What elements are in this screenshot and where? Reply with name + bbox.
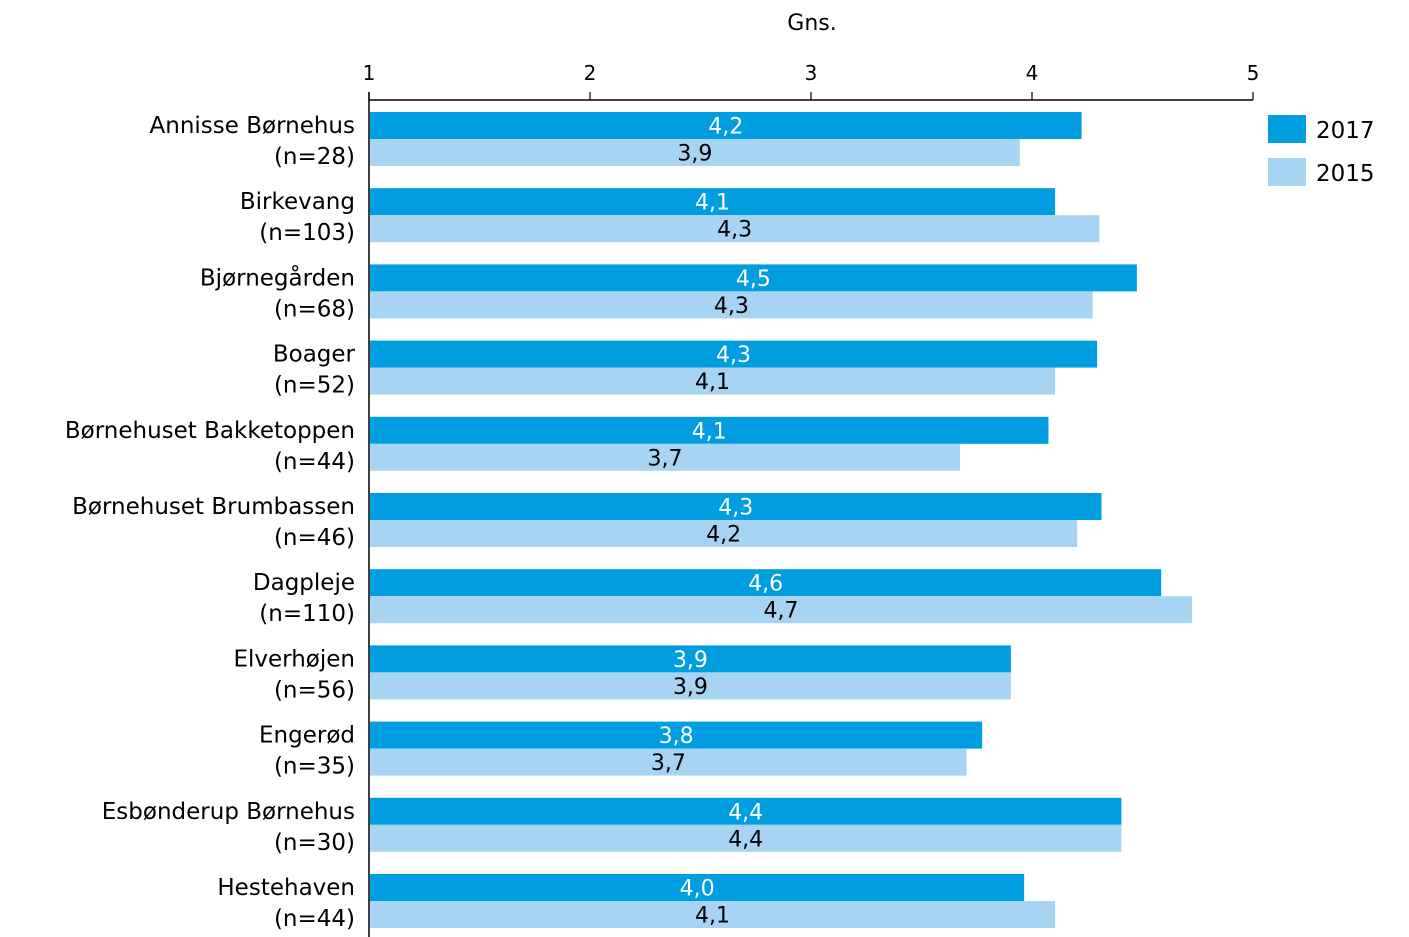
category-n-label: (n=110) [259,601,355,627]
bar-2017 [370,264,1137,292]
bar-2015 [370,139,1020,166]
bar-2015 [370,748,967,776]
bar-2015 [370,215,1100,243]
category-label: Esbønderup Børnehus [102,799,355,825]
x-tick-label: 5 [1247,61,1260,85]
category-label: Annisse Børnehus [150,113,355,139]
legend-swatch-2015 [1268,158,1306,186]
legend-label-2015: 2015 [1316,161,1375,187]
category-label: Børnehuset Brumbassen [72,494,355,520]
legend: 2017 2015 [1268,115,1375,187]
bar-2015 [370,367,1056,395]
category-n-label: (n=52) [274,373,355,399]
data-label-2015: 4,3 [714,294,749,319]
data-label-2017: 4,6 [748,572,783,597]
legend-label-2017: 2017 [1316,118,1375,144]
x-axis-title: Gns. [787,11,836,36]
category-label: Birkevang [240,189,355,215]
category-labels: Annisse Børnehus (n=28) Birkevang (n=103) Bj… [65,113,356,932]
category-n-label: (n=44) [274,449,355,475]
bar-2015 [370,443,961,471]
data-label-2017: 4,0 [680,877,715,902]
category-n-label: (n=46) [274,525,355,551]
data-label-2015: 4,1 [695,904,730,929]
bar-2017 [370,797,1122,825]
x-tick-label: 2 [584,61,597,85]
category-label: Bjørnegården [200,263,355,291]
data-label-2015: 3,7 [648,446,683,471]
data-label-2015: 4,7 [764,599,799,624]
bar-2015 [370,596,1193,624]
data-label-2015: 4,2 [706,523,741,548]
bar-2017 [370,569,1162,597]
category-label: Hestehaven [217,875,355,901]
x-tick-label: 1 [363,61,376,85]
bar-2017 [370,874,1025,901]
bar-2015 [370,520,1078,547]
category-n-label: (n=28) [274,144,355,170]
bar-2017 [370,112,1082,139]
bar-2015 [370,824,1122,852]
data-label-2015: 3,7 [651,751,686,776]
data-label-2017: 4,3 [716,343,751,368]
data-label-2015: 4,1 [695,370,730,395]
bar-2017 [370,416,1049,444]
data-label-2017: 4,5 [736,267,771,292]
data-label-2017: 4,2 [708,115,743,140]
legend-swatch-2017 [1268,115,1306,143]
data-label-2017: 4,4 [728,800,763,825]
data-label-2017: 4,3 [718,496,753,521]
bar-2015 [370,672,1011,700]
category-n-label: (n=44) [274,906,355,932]
x-tick-label: 3 [805,61,818,85]
bar-2017 [370,340,1098,368]
x-axis-ticks: 1 2 3 4 5 [363,61,1260,937]
category-label: Børnehuset Bakketoppen [65,418,355,444]
category-label: Elverhøjen [233,646,355,672]
category-n-label: (n=30) [274,830,355,856]
bar-2017 [370,645,1011,673]
bar-2017 [370,493,1102,520]
data-label-2015: 3,9 [677,142,712,167]
category-label: Engerød [259,723,355,749]
data-label-2017: 4,1 [692,419,727,444]
bars: 4,23,94,14,34,54,34,34,14,13,74,34,24,64… [370,112,1193,929]
data-label-2015: 4,4 [728,827,763,852]
category-n-label: (n=35) [274,754,355,780]
bar-2015 [370,291,1093,319]
category-label: Dagpleje [253,570,355,596]
category-n-label: (n=68) [274,296,355,322]
data-label-2015: 4,3 [717,218,752,243]
data-label-2017: 3,9 [673,648,708,673]
bar-2015 [370,901,1056,928]
category-n-label: (n=103) [259,220,355,246]
x-tick-label: 4 [1026,61,1039,85]
bar-2017 [370,721,983,749]
category-label: Boager [273,342,356,368]
bar-2017 [370,188,1056,216]
data-label-2017: 4,1 [695,191,730,216]
category-n-label: (n=56) [274,677,355,703]
data-label-2017: 3,8 [659,724,694,749]
data-label-2015: 3,9 [673,675,708,700]
